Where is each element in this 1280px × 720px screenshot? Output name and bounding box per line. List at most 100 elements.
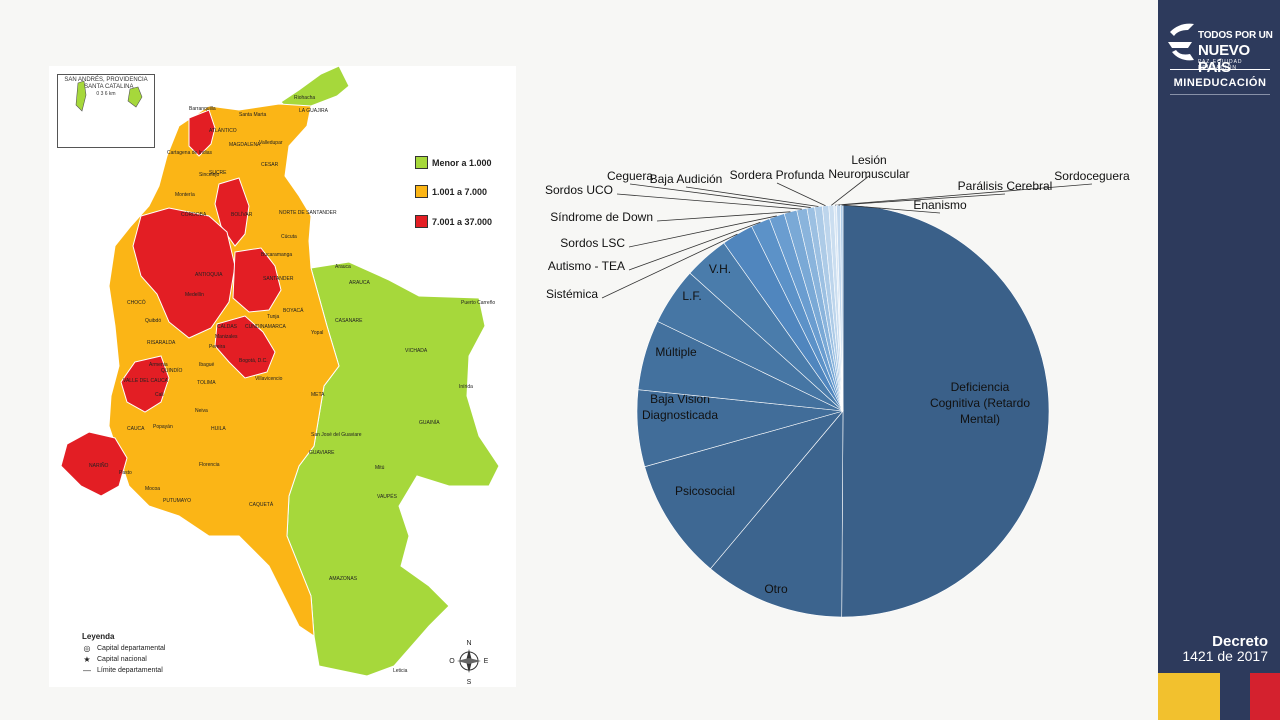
stripe-yellow xyxy=(1158,673,1220,720)
map-label: SUCRE xyxy=(209,170,227,176)
legend-label-high: 7.001 a 37.000 xyxy=(432,216,493,227)
legend-label-mid: 1.001 a 7.000 xyxy=(432,186,488,197)
region-red-atlantico xyxy=(188,109,216,157)
map-label: Armenia xyxy=(149,362,168,368)
map-label: Ibagué xyxy=(199,362,215,368)
pie-label: L.F. xyxy=(682,289,701,303)
map-label: Santa Marta xyxy=(239,112,266,118)
leyenda-row: ◎ Capital departamental xyxy=(82,643,166,654)
map-label: CESAR xyxy=(261,162,279,168)
map-label: NARIÑO xyxy=(89,462,109,469)
map-label: ANTIOQUIA xyxy=(195,272,223,278)
map-label: PUTUMAYO xyxy=(163,498,191,504)
compass-e: E xyxy=(484,658,489,665)
map-label: Cartagena de Indias xyxy=(167,150,213,156)
leyenda-row: — Límite departamental xyxy=(82,665,166,676)
pie-label: Deficiencia Cognitiva (Retardo Mental) xyxy=(930,380,1030,426)
map-label: Valledupar xyxy=(259,140,283,146)
region-red-santander xyxy=(232,247,282,313)
compass-s: S xyxy=(467,679,472,686)
map-label: Medellín xyxy=(185,292,204,298)
map-svg: Riohacha LA GUAJIRA Barranquilla ATLÁNTICO S… xyxy=(60,66,500,677)
pie-leader-line xyxy=(831,175,870,206)
pie-chart-svg: Deficiencia Cognitiva (Retardo Mental) Otro… xyxy=(545,153,1130,618)
inset-islands xyxy=(75,80,143,112)
map-label: Sincelejo xyxy=(199,172,220,178)
pie-slice xyxy=(710,410,844,618)
pie-label: Baja Audición xyxy=(650,172,723,186)
map-label: Mocoa xyxy=(145,486,160,492)
brand-logo-icon xyxy=(1168,23,1194,61)
map-label: Leticia xyxy=(393,668,408,674)
map-label: CAQUETÁ xyxy=(249,501,274,508)
pie-leader-line xyxy=(685,186,819,207)
pie-label: Sordoceguera xyxy=(1054,169,1130,183)
map-label: ARAUCA xyxy=(349,280,371,286)
pie-label: Lesión Neuromuscular xyxy=(828,153,909,181)
colombia-map: Riohacha LA GUAJIRA Barranquilla ATLÁNTICO S… xyxy=(49,66,516,687)
legend-swatch-orange xyxy=(415,185,428,198)
map-label: San José del Guaviare xyxy=(311,432,362,438)
pie-label: Sistémica xyxy=(546,287,598,301)
region-red-narino xyxy=(60,431,128,497)
boundary-line-icon: — xyxy=(83,666,91,675)
decree-title: Decreto xyxy=(1212,633,1268,650)
map-label: MAGDALENA xyxy=(229,142,261,148)
leyenda-label: Capital nacional xyxy=(97,656,147,663)
map-label: CASANARE xyxy=(335,318,363,324)
map-label: Popayán xyxy=(153,424,173,430)
pie-slice xyxy=(644,410,844,570)
map-label: CALDAS xyxy=(217,324,238,330)
map-label: Cali xyxy=(155,392,164,398)
pie-leader-line xyxy=(601,233,738,299)
leyenda-title: Leyenda xyxy=(82,632,115,641)
stripe-blue xyxy=(1220,673,1250,720)
map-label: Mitú xyxy=(375,465,385,471)
map-label: META xyxy=(311,392,325,398)
legend-item-mid: 1.001 a 7.000 xyxy=(415,185,487,198)
san-andres-inset: SAN ANDRÉS, PROVIDENCIA Y SANTA CATALINA… xyxy=(57,74,155,148)
ministry-name: MINEDUCACIÓN xyxy=(1173,77,1267,89)
map-label: Riohacha xyxy=(294,95,315,101)
map-label: SANTANDER xyxy=(263,276,294,282)
inset-scale: 0 3 6 km xyxy=(96,91,116,97)
pie-label: Sordera Profunda xyxy=(730,168,825,182)
pie-leader-line xyxy=(628,221,761,271)
leyenda-row: ★ Capital nacional xyxy=(82,654,166,665)
map-label: VAUPÉS xyxy=(377,493,398,500)
map-label: AMAZONAS xyxy=(329,576,358,582)
map-label: Florencia xyxy=(199,462,220,468)
pie-leader-line xyxy=(776,182,826,207)
map-label: GUAVIARE xyxy=(309,450,335,456)
pie-label: Sordos LSC xyxy=(560,236,625,250)
star-icon: ★ xyxy=(83,655,91,664)
pie-label: Ceguera xyxy=(607,169,653,183)
map-label: BOYACÁ xyxy=(283,307,304,314)
pie-label: Sordos UCO xyxy=(545,183,613,197)
map-label: Cúcuta xyxy=(281,234,297,240)
brand-sidebar xyxy=(1158,0,1280,720)
map-label: Inírida xyxy=(459,384,473,390)
legend-item-high: 7.001 a 37.000 xyxy=(415,215,492,228)
legend-swatch-red xyxy=(415,215,428,228)
map-label: QUINDÍO xyxy=(161,367,183,374)
map-label: Puerto Carreño xyxy=(461,300,495,306)
pie-chart: Deficiencia Cognitiva (Retardo Mental) Otro… xyxy=(520,150,1150,630)
legend-item-low: Menor a 1.000 xyxy=(415,156,492,169)
pie-label: Parálisis Cerebral xyxy=(958,179,1053,193)
map-label: Quibdó xyxy=(145,318,161,324)
leyenda-label: Límite departamental xyxy=(97,667,163,674)
map-label: CÓRDOBA xyxy=(181,211,207,218)
pie-slice xyxy=(841,204,1050,618)
map-label: Manizales xyxy=(215,334,238,340)
map-label: ATLÁNTICO xyxy=(209,127,237,134)
region-red-valle xyxy=(120,355,170,413)
map-legend-box: Leyenda ◎ Capital departamental ★ Capita… xyxy=(82,632,166,676)
pie-leader-line xyxy=(841,204,941,214)
map-label: NORTE DE SANTANDER xyxy=(279,210,337,216)
map-label: CHOCÓ xyxy=(127,299,146,306)
compass-w: O xyxy=(449,658,455,665)
brand-line2: NUEVO PAÍS xyxy=(1198,42,1250,76)
region-red-cundinamarca xyxy=(214,315,276,379)
compass-n: N xyxy=(466,640,471,647)
